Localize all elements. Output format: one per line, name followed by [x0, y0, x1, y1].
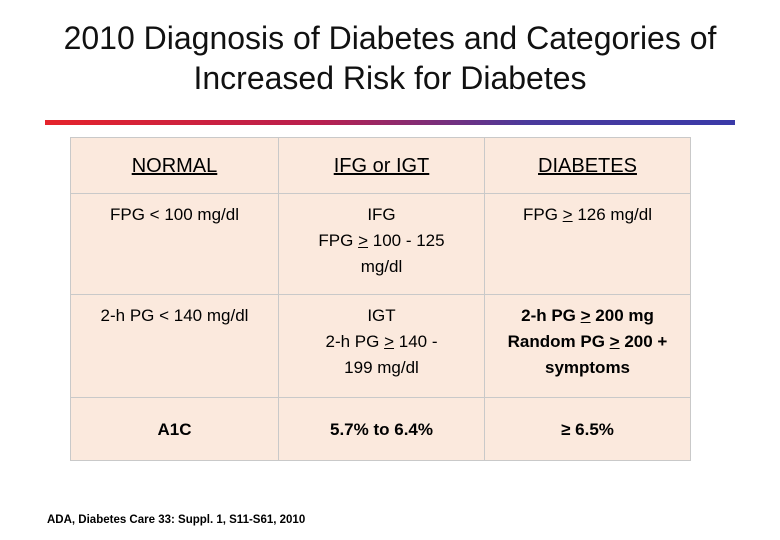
title-line-2: Increased Risk for Diabetes: [193, 60, 587, 96]
ifg-unit: mg/dl: [360, 257, 403, 276]
table-header-row: NORMAL IFG or IGT DIABETES: [70, 137, 691, 194]
cell-pg-igt: IGT 2-h PG > 140 - 199 mg/dl: [278, 294, 485, 398]
title-line-1: 2010 Diagnosis of Diabetes and Categorie…: [63, 20, 717, 56]
ifg-prefix: FPG: [318, 231, 359, 250]
fpg-diabetes-suffix: 126 mg/dl: [572, 205, 652, 224]
random-pg-gte-symbol: >: [609, 332, 620, 351]
title-divider: [45, 120, 735, 125]
igt-label: IGT: [367, 306, 396, 325]
pg-diabetes-line-1: 2-h PG > 200 mg: [491, 303, 684, 329]
pg-diabetes-gte-symbol: >: [580, 306, 591, 325]
a1c-ifg-value: 5.7% to 6.4%: [330, 420, 433, 439]
fpg-normal-text: FPG < 100 mg/dl: [110, 205, 239, 224]
ifg-label: IFG: [367, 205, 396, 224]
pg-normal-text: 2-h PG < 140 mg/dl: [100, 306, 249, 325]
fpg-diabetes-gte-symbol: >: [562, 205, 573, 224]
igt-range: 2-h PG > 140 -: [285, 329, 478, 355]
ifg-gte-symbol: >: [358, 231, 369, 250]
citation: ADA, Diabetes Care 33: Suppl. 1, S11-S61…: [47, 514, 306, 526]
a1c-diabetes-value: ≥ 6.5%: [561, 420, 614, 439]
cell-fpg-ifg: IFG FPG > 100 - 125 mg/dl: [278, 193, 485, 295]
igt-prefix: 2-h PG: [325, 332, 385, 351]
random-pg-prefix: Random PG: [507, 332, 610, 351]
header-ifg-igt: IFG or IGT: [278, 137, 485, 194]
cell-a1c-ifg: 5.7% to 6.4%: [278, 397, 485, 461]
fpg-diabetes-prefix: FPG: [523, 205, 563, 224]
slide-title: 2010 Diagnosis of Diabetes and Categorie…: [0, 18, 780, 98]
igt-gte-symbol: >: [384, 332, 395, 351]
table-row-a1c: A1C 5.7% to 6.4% ≥ 6.5%: [70, 397, 691, 461]
table-row-fpg: FPG < 100 mg/dl IFG FPG > 100 - 125 mg/d…: [70, 193, 691, 295]
header-normal-label: NORMAL: [131, 155, 218, 177]
cell-a1c-diabetes: ≥ 6.5%: [484, 397, 691, 461]
header-normal: NORMAL: [70, 137, 279, 194]
igt-unit: 199 mg/dl: [344, 358, 419, 377]
random-pg-suffix: 200 +: [619, 332, 668, 351]
pg-diabetes-line-3: symptoms: [544, 358, 631, 377]
cell-pg-diabetes: 2-h PG > 200 mg Random PG > 200 + sympto…: [484, 294, 691, 398]
cell-fpg-diabetes: FPG > 126 mg/dl: [484, 193, 691, 295]
header-diabetes: DIABETES: [484, 137, 691, 194]
pg-diabetes-prefix: 2-h PG: [521, 306, 581, 325]
ifg-range: FPG > 100 - 125: [285, 228, 478, 254]
pg-diabetes-suffix: 200 mg: [590, 306, 654, 325]
ifg-suffix: 100 - 125: [368, 231, 445, 250]
table-row-pg: 2-h PG < 140 mg/dl IGT 2-h PG > 140 - 19…: [70, 294, 691, 398]
cell-pg-normal: 2-h PG < 140 mg/dl: [70, 294, 279, 398]
cell-a1c-label: A1C: [70, 397, 279, 461]
pg-diabetes-line-2: Random PG > 200 +: [491, 329, 684, 355]
header-ifg-igt-label: IFG or IGT: [333, 155, 430, 177]
diagnosis-criteria-table: NORMAL IFG or IGT DIABETES FPG < 100 mg/…: [70, 137, 691, 461]
igt-suffix: 140 -: [394, 332, 438, 351]
header-diabetes-label: DIABETES: [538, 155, 637, 177]
a1c-label: A1C: [157, 420, 192, 439]
cell-fpg-normal: FPG < 100 mg/dl: [70, 193, 279, 295]
